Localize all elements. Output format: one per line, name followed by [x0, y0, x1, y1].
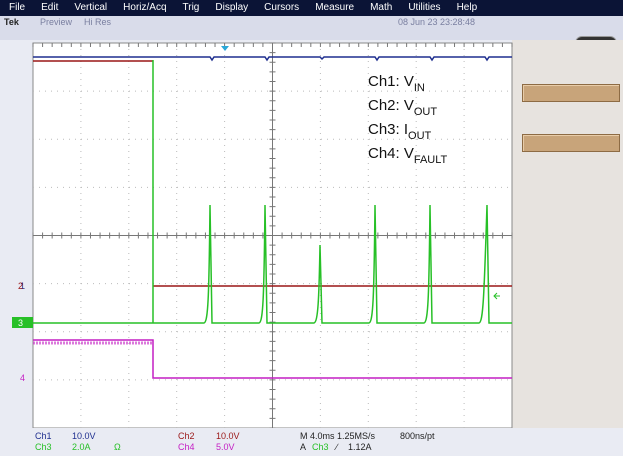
trigger-source: Ch3	[312, 442, 329, 452]
legend-name: Ch4: V	[368, 145, 414, 162]
legend-subscript: IN	[414, 82, 425, 94]
ch2-label: Ch2	[178, 431, 195, 441]
ch2-scale: 10.0V	[216, 431, 240, 441]
trigger-slope: ∕	[336, 442, 338, 452]
brand: Tek	[4, 17, 19, 27]
menu-item[interactable]: Cursors	[264, 2, 300, 13]
menu-item[interactable]: File	[9, 2, 26, 13]
ch4-trace	[33, 339, 512, 379]
legend-subscript: OUT	[414, 106, 438, 118]
legend-subscript: FAULT	[414, 154, 448, 166]
legend-entry: Ch3: IOUT	[368, 121, 432, 142]
menu-item[interactable]: Measure	[315, 2, 355, 13]
legend-subscript: OUT	[408, 130, 432, 142]
legend-entry: Ch1: VIN	[368, 73, 425, 94]
ch4-scale: 5.0V	[216, 442, 235, 452]
grid	[32, 42, 513, 429]
menu-item[interactable]: Math	[370, 2, 393, 13]
trigger-level	[493, 292, 500, 300]
channel-marker: 2	[18, 281, 23, 291]
trigger-level: 1.12A	[348, 442, 372, 452]
channel-marker: 3	[18, 318, 23, 328]
legend-entry: Ch2: VOUT	[368, 97, 437, 118]
menu-item[interactable]: Help	[456, 2, 478, 13]
channel-marker: 1	[20, 281, 25, 291]
timebase: M 4.0ms 1.25MS/s	[300, 431, 376, 441]
menu-item[interactable]: Vertical	[74, 2, 108, 13]
ch2-trace	[33, 60, 512, 287]
ch3-scale: 2.0A	[72, 442, 91, 452]
legend-name: Ch1: V	[368, 73, 414, 90]
points: 800ns/pt	[400, 431, 435, 441]
side-button[interactable]	[522, 84, 620, 102]
trigger-label: A	[300, 442, 307, 452]
legend-entry: Ch4: VFAULT	[368, 145, 448, 166]
menu-item[interactable]: Trig	[182, 2, 200, 13]
legend-name: Ch3: I	[368, 121, 408, 138]
channel-marker: 4	[20, 373, 25, 383]
trigger-position	[221, 46, 229, 51]
menu-bar: File Edit Vertical Horiz/Acq Trig Display Curs…	[0, 0, 623, 16]
ch3-label: Ch3	[35, 442, 52, 452]
resolution: Hi Res	[84, 17, 112, 27]
mode: Preview	[40, 17, 73, 27]
ch1-scale: 10.0V	[72, 431, 96, 441]
side-panel	[512, 40, 623, 428]
ch1-trace	[33, 56, 512, 62]
legend-name: Ch2: V	[368, 97, 414, 114]
ch3-marker-bg	[12, 317, 33, 328]
menu-item[interactable]: Utilities	[408, 2, 441, 13]
side-button[interactable]	[522, 134, 620, 152]
menu-item[interactable]: Edit	[41, 2, 59, 13]
ch3-impedance: Ω	[114, 442, 121, 452]
ch1-label: Ch1	[35, 431, 52, 441]
menu-item[interactable]: Horiz/Acq	[123, 2, 167, 13]
menu-item[interactable]: Display	[215, 2, 249, 13]
datetime: 08 Jun 23 23:28:48	[398, 17, 476, 27]
ch4-label: Ch4	[178, 442, 195, 452]
readout-bar: Ch1 10.0V Ch3 2.0A Ω Ch2 10.0V Ch4 5.0V …	[0, 428, 623, 456]
ch3-trace	[33, 60, 512, 324]
